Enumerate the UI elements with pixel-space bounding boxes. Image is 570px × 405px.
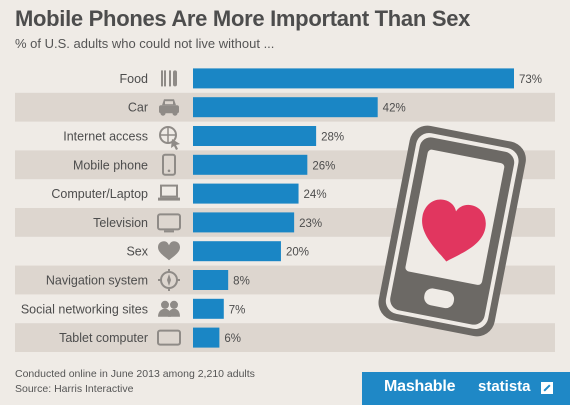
category-label: Internet access [63, 130, 148, 144]
bar-10 [193, 327, 220, 348]
footnote: Conducted online in June 2013 among 2,21… [15, 368, 255, 380]
chart-subtitle: % of U.S. adults who could not live with… [15, 36, 275, 51]
heart-icon [422, 199, 486, 262]
bar-3 [193, 126, 317, 146]
value-label: 26% [312, 160, 335, 172]
brand-footer [362, 372, 570, 405]
laptop-icon [158, 184, 180, 201]
value-label: 7% [229, 304, 246, 316]
statista-mark-icon [541, 382, 553, 394]
category-labels: Food Car Internet access Mobile phone Comput… [21, 72, 149, 345]
bar-8 [193, 270, 229, 290]
tablet-icon [157, 329, 181, 346]
category-label: Computer/Laptop [51, 187, 148, 201]
category-label: Mobile phone [73, 158, 148, 172]
bar-4 [193, 154, 308, 175]
value-label: 28% [321, 132, 344, 144]
category-label: Television [93, 216, 148, 230]
bar-7 [193, 241, 281, 262]
chart-title: Mobile Phones Are More Important Than Se… [15, 6, 471, 31]
value-label: 73% [519, 74, 542, 86]
value-labels: 73% 42% 28% 26% 24% 23% 20% 8% 7% 6% [224, 74, 542, 345]
value-label: 6% [224, 333, 241, 345]
compass-icon [158, 269, 180, 291]
category-label: Food [120, 72, 149, 86]
value-label: 20% [286, 247, 309, 259]
phone-home-button [424, 288, 455, 309]
category-label: Sex [126, 245, 148, 259]
value-label: 42% [383, 103, 406, 115]
source-note: Source: Harris Interactive [15, 383, 134, 395]
mobile-phone-icon [162, 153, 176, 176]
mashable-logo: Mashable [384, 378, 456, 395]
bar-5 [193, 183, 299, 204]
television-icon [157, 213, 181, 233]
category-label: Social networking sites [21, 302, 148, 316]
people-icon [158, 300, 180, 317]
heart-icon [158, 241, 180, 261]
value-label: 8% [233, 276, 250, 288]
category-icons [157, 70, 181, 346]
value-label: 24% [304, 189, 327, 201]
bar-6 [193, 212, 295, 233]
bar-1 [193, 68, 514, 89]
phone-illustration [378, 125, 526, 337]
fork-knife-icon [161, 70, 177, 87]
bar-9 [193, 298, 224, 319]
statista-logo: statista [478, 378, 531, 395]
category-label: Navigation system [46, 274, 148, 288]
globe-cursor-icon [159, 126, 180, 150]
bar-2 [193, 97, 378, 118]
category-label: Tablet computer [59, 331, 148, 345]
bars [193, 68, 514, 348]
category-label: Car [128, 101, 148, 115]
value-label: 23% [299, 218, 322, 230]
car-icon [159, 99, 179, 116]
